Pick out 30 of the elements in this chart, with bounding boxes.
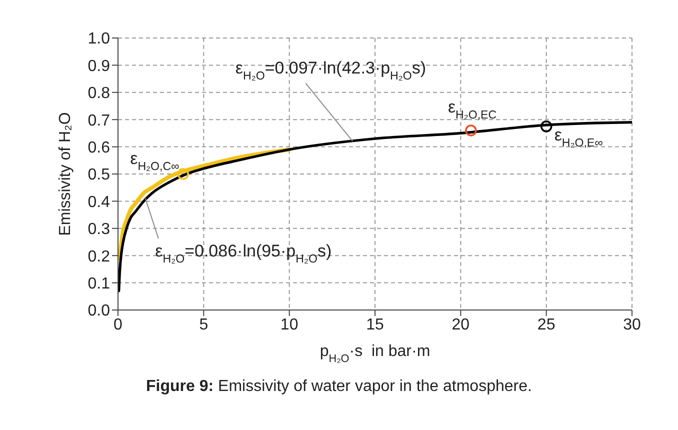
x-tick-label: 0 bbox=[114, 316, 123, 334]
text: Figure 9: Emissivity of water vapor in the atmosphere. bbox=[145, 378, 533, 396]
point bbox=[177, 168, 190, 180]
y-tick-label: 0.6 bbox=[88, 139, 110, 156]
point bbox=[465, 124, 477, 136]
x-tick-label: 30 bbox=[623, 316, 641, 334]
y-tick-label: 0.9 bbox=[88, 58, 110, 75]
series-label: ε$_{H₂O,C∞}$ bbox=[130, 149, 180, 173]
y-tick-label: 0.0 bbox=[88, 302, 110, 320]
x-tick-label: 25 bbox=[537, 316, 556, 334]
y-tick-label: 0.4 bbox=[88, 194, 110, 211]
x-tick-label: 20 bbox=[452, 316, 470, 334]
series-label: ε$_{H₂O,EC}$ bbox=[448, 97, 497, 122]
line-series bbox=[118, 121, 632, 292]
x-tick-label: 15 bbox=[366, 316, 384, 334]
y-tick-label: 0.1 bbox=[88, 275, 110, 292]
x-tick-label: 5 bbox=[199, 316, 208, 334]
x-tick-label: 10 bbox=[280, 316, 298, 334]
annotation: ε$_{H₂O}$=0.097·ln(42.3·p$_{H₂O}$s) bbox=[235, 58, 426, 82]
y-tick-label: 0.3 bbox=[88, 221, 110, 238]
y-tick-label: 0.5 bbox=[88, 166, 110, 184]
y-tick-label: 0.7 bbox=[88, 112, 110, 130]
x-axis-title: p$_{H₂O}$·s in bar·m bbox=[320, 343, 430, 365]
y-tick-label: 1.0 bbox=[88, 30, 110, 48]
series-label: ε$_{H₂O,E∞}$ bbox=[554, 125, 603, 150]
y-tick-label: 0.2 bbox=[88, 248, 110, 266]
point bbox=[540, 120, 552, 132]
annotation: ε$_{H₂O}$=0.086·ln(95·p$_{H₂O}$s) bbox=[155, 241, 332, 266]
y-axis-title: Emissivity of H₂O bbox=[57, 112, 74, 236]
y-tick-label: 0.8 bbox=[88, 85, 110, 102]
